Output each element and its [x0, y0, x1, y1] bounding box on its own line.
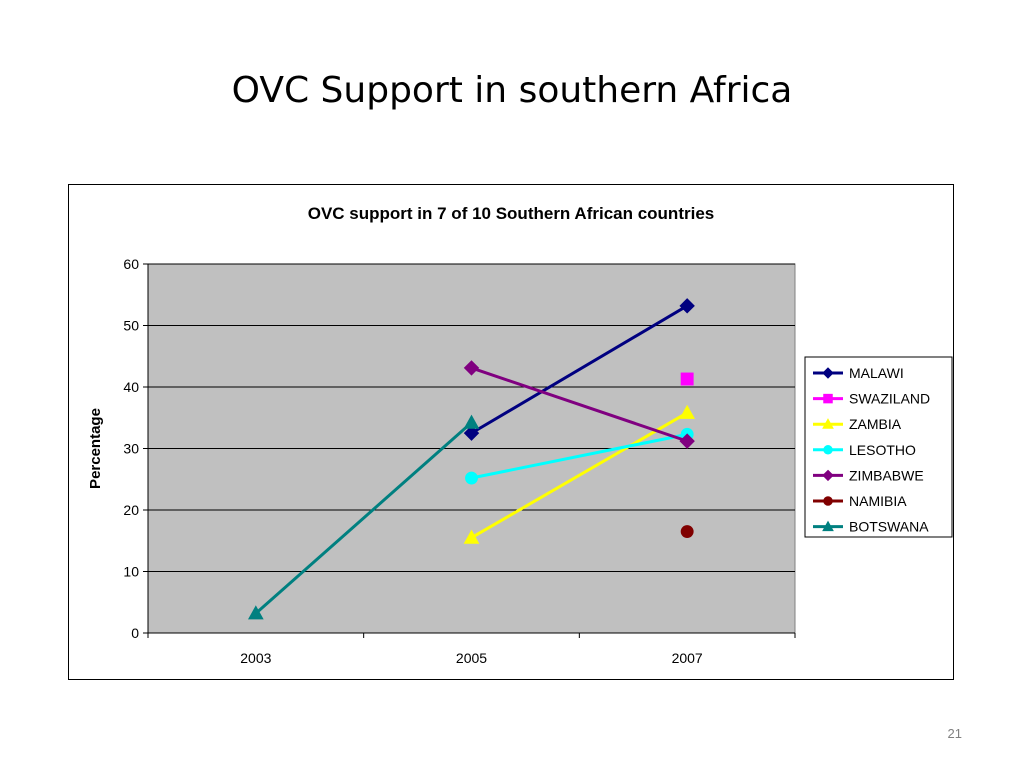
data-point-zimbabwe [463, 360, 480, 376]
data-point-malawi [679, 298, 695, 314]
data-point-zambia [463, 529, 480, 544]
series-line-malawi [470, 304, 688, 435]
y-tick-label: 0 [131, 625, 139, 641]
data-point-swaziland [680, 372, 694, 386]
y-tick-label: 20 [123, 502, 139, 518]
legend-label-botswana: BOTSWANA [849, 519, 929, 535]
slide-title: OVC Support in southern Africa [231, 70, 793, 111]
legend-marker-swaziland [823, 393, 833, 404]
x-tick-label: 2007 [672, 650, 703, 666]
legend-label-namibia: NAMIBIA [849, 493, 907, 509]
data-point-lesotho [465, 471, 478, 485]
legend-marker-zimbabwe [822, 469, 834, 482]
slide-number: 21 [947, 726, 962, 741]
chart: OVC support in 7 of 10 Southern African … [87, 204, 953, 666]
series-line-zimbabwe [471, 366, 688, 443]
data-point-botswana [247, 605, 264, 620]
legend-marker-botswana [822, 520, 834, 532]
legend-label-lesotho: LESOTHO [849, 442, 916, 458]
y-tick-label: 30 [123, 441, 139, 457]
data-point-namibia [680, 525, 694, 538]
x-tick-label: 2003 [240, 650, 271, 666]
legend-label-malawi: MALAWI [849, 365, 904, 381]
data-point-zambia [679, 404, 696, 419]
chart-frame: OVC support in 7 of 10 Southern African … [68, 184, 954, 680]
data-point-malawi [463, 425, 480, 441]
series-line-lesotho [471, 432, 688, 480]
y-tick-label: 60 [123, 256, 139, 272]
series-line-botswana [254, 421, 473, 615]
legend-marker-malawi [822, 367, 834, 379]
y-tick-label: 10 [123, 564, 139, 580]
data-point-zimbabwe [679, 433, 695, 449]
y-tick-label: 50 [123, 318, 139, 334]
legend-label-zimbabwe: ZIMBABWE [849, 467, 924, 483]
chart-title: OVC support in 7 of 10 Southern African … [308, 204, 714, 223]
x-tick-label: 2005 [456, 650, 487, 666]
series-line-zambia [470, 411, 688, 539]
data-point-botswana [463, 414, 480, 429]
legend-label-zambia: ZAMBIA [849, 416, 902, 432]
legend-marker-zambia [822, 418, 834, 429]
legend-label-swaziland: SWAZILAND [849, 391, 930, 407]
y-tick-label: 40 [123, 379, 139, 395]
legend-marker-namibia [823, 496, 833, 506]
legend-marker-lesotho [823, 445, 833, 455]
y-axis-label: Percentage [87, 408, 104, 489]
